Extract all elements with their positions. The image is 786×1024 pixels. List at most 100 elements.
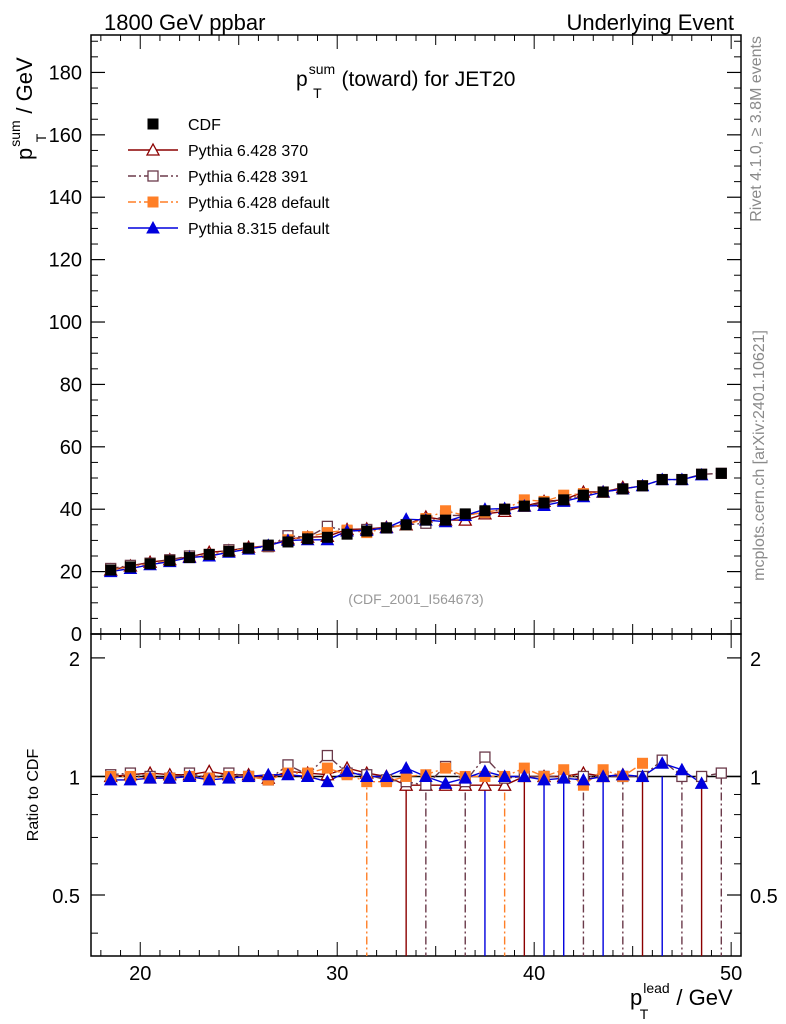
data-point xyxy=(164,555,176,567)
ratio-line xyxy=(110,762,643,787)
data-point xyxy=(558,494,570,506)
data-point xyxy=(538,497,550,509)
title-sub: T xyxy=(313,85,322,101)
data-point xyxy=(124,561,136,573)
data-point xyxy=(379,769,394,782)
data-point xyxy=(479,505,491,517)
data-point xyxy=(146,220,160,234)
data-point xyxy=(361,525,373,537)
ylabel-sup: sum xyxy=(7,120,23,146)
series-line xyxy=(110,485,643,571)
header-left: 1800 GeV ppbar xyxy=(104,10,265,35)
y-tick-label: 0 xyxy=(71,624,82,646)
data-point xyxy=(243,542,255,554)
data-point xyxy=(617,483,629,495)
data-point xyxy=(576,772,591,786)
data-point xyxy=(162,771,177,784)
data-point xyxy=(458,771,473,784)
y-tick-label: 60 xyxy=(60,437,82,459)
ratio-y-tick-label: 1 xyxy=(69,767,80,789)
header-right: Underlying Event xyxy=(566,10,734,35)
ratio-line xyxy=(110,754,722,786)
data-point xyxy=(359,769,374,782)
xlabel-sup: lead xyxy=(643,980,669,996)
data-point xyxy=(103,772,118,786)
data-point xyxy=(321,762,333,774)
y-tick-label: 180 xyxy=(49,62,82,84)
data-point xyxy=(479,751,491,763)
data-point xyxy=(556,771,571,784)
y-tick-label: 140 xyxy=(49,187,82,209)
ylabel-base: p xyxy=(12,148,37,160)
data-point xyxy=(637,480,649,492)
data-point xyxy=(420,514,432,526)
data-point xyxy=(105,564,117,576)
data-point xyxy=(222,771,236,784)
watermark: (CDF_2001_I564673) xyxy=(348,591,483,607)
data-point xyxy=(261,767,276,781)
data-point xyxy=(497,777,512,791)
data-point xyxy=(615,767,630,781)
y-axis-label: p sum T / GeV xyxy=(7,57,49,160)
y-tick-label: 80 xyxy=(60,374,82,396)
data-point xyxy=(147,118,159,130)
x-tick-label: 20 xyxy=(129,963,151,985)
xlabel-base: p xyxy=(630,985,642,1010)
data-point xyxy=(202,772,217,786)
title-base: p xyxy=(296,68,308,91)
data-point xyxy=(320,774,335,788)
data-point xyxy=(419,769,433,782)
data-point xyxy=(477,777,493,791)
legend-label: Pythia 6.428 370 xyxy=(188,143,308,160)
data-point xyxy=(282,536,294,548)
y-tick-label: 100 xyxy=(49,312,82,334)
data-point xyxy=(223,545,235,557)
side-label-top: Rivet 4.1.0, ≥ 3.8M events xyxy=(748,36,765,222)
data-point xyxy=(715,767,727,779)
ratio-series xyxy=(103,749,727,956)
legend-label: Pythia 6.428 391 xyxy=(188,169,308,186)
legend: CDF Pythia 6.428 370 Pythia 6.428 391 Pythi… xyxy=(128,117,330,238)
data-point xyxy=(676,474,688,486)
data-point xyxy=(537,772,551,786)
data-point xyxy=(147,196,159,208)
y-tick-label: 40 xyxy=(60,499,82,521)
ratio-axes: 20 30 40 50 0.5 0.5 1 1 2 2 xyxy=(52,634,778,985)
data-point xyxy=(182,769,197,782)
ratio-y-tick-label-right: 2 xyxy=(750,649,761,671)
xlabel-sub: T xyxy=(640,1006,649,1022)
data-point xyxy=(497,769,512,782)
data-point xyxy=(300,769,315,782)
data-point xyxy=(518,500,530,512)
data-point xyxy=(656,474,668,486)
data-point xyxy=(694,776,709,789)
ratio-plot-frame xyxy=(90,633,742,957)
ratio-y-tick-label-right: 0.5 xyxy=(750,886,778,908)
title-rest: (toward) for JET20 xyxy=(336,68,516,91)
data-point xyxy=(655,756,670,769)
ratio-y-tick-label-right: 1 xyxy=(750,767,761,789)
y-tick-label: 20 xyxy=(60,562,82,584)
data-point xyxy=(123,772,138,786)
data-point xyxy=(203,548,215,560)
xlabel-rest: / GeV xyxy=(670,985,733,1010)
data-point xyxy=(302,533,314,545)
data-point xyxy=(143,771,157,784)
data-point xyxy=(147,170,159,182)
ratio-y-label: Ratio to CDF xyxy=(25,749,42,842)
data-point xyxy=(696,468,708,480)
data-point xyxy=(675,762,689,776)
title-sup: sum xyxy=(309,61,335,77)
ratio-y-tick-label: 0.5 xyxy=(52,886,80,908)
data-point xyxy=(321,531,333,543)
data-point xyxy=(380,522,392,534)
legend-label: Pythia 6.428 default xyxy=(188,195,330,212)
data-point xyxy=(596,769,610,782)
data-point xyxy=(478,764,492,777)
ratio-y-tick-label: 2 xyxy=(69,649,80,671)
data-point xyxy=(715,467,727,479)
data-point xyxy=(340,764,354,777)
ylabel-sub: T xyxy=(33,133,49,142)
plot-title: psum T (toward) for JET20 xyxy=(296,61,515,101)
legend-label: CDF xyxy=(188,117,221,134)
